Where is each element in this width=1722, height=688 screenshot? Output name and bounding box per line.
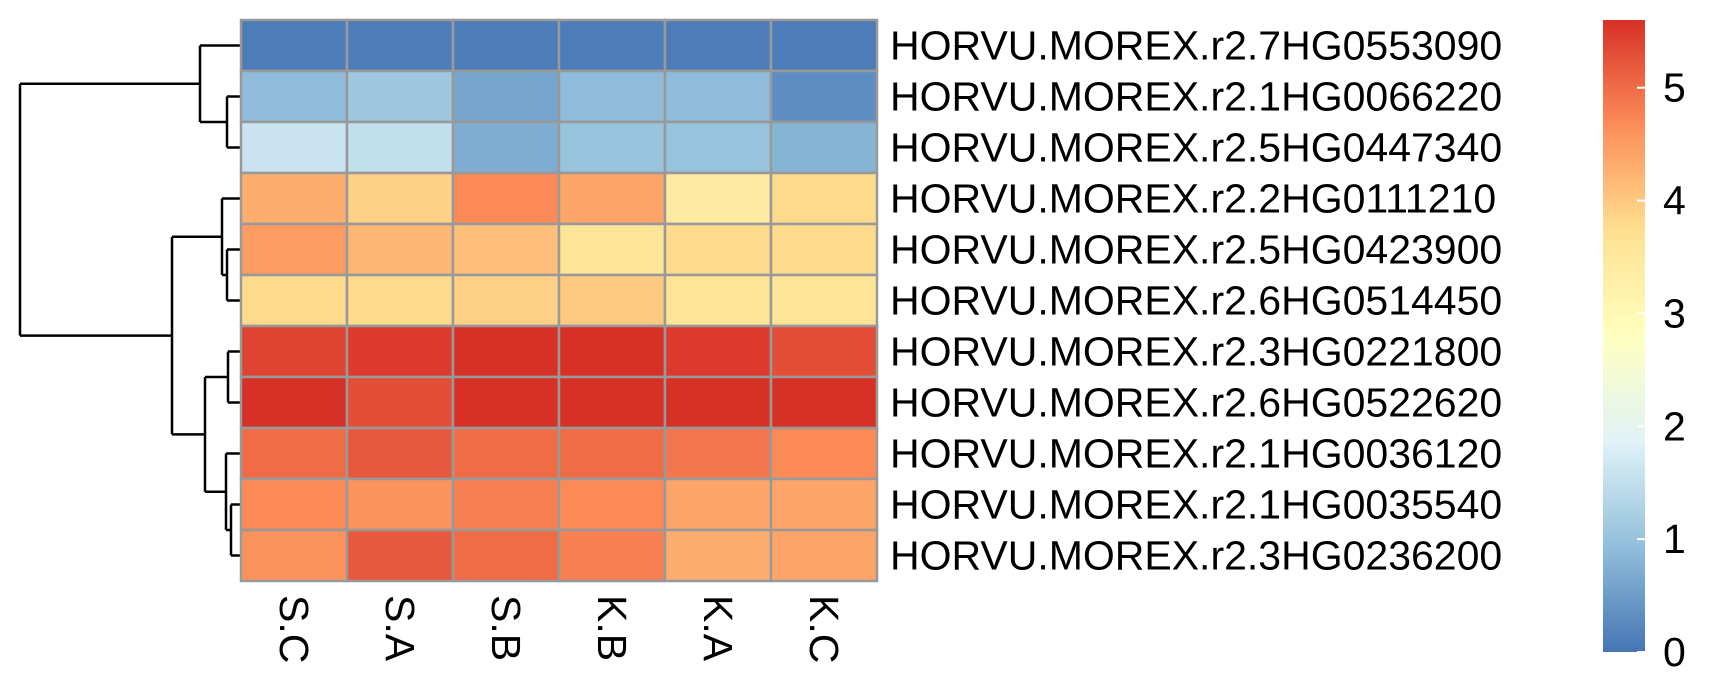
heatmap-cell (239, 426, 349, 481)
heatmap-cell (239, 120, 349, 175)
heatmap-cell (663, 69, 773, 124)
heatmap-cell (769, 375, 879, 430)
heatmap-cell (345, 69, 455, 124)
heatmap-cell (663, 273, 773, 328)
colorbar-tick-label: 2 (1663, 403, 1686, 449)
heatmap-cell (769, 324, 879, 379)
heatmap-cell (451, 69, 561, 124)
heatmap-cell (451, 120, 561, 175)
heatmap-cell (557, 120, 667, 175)
colorbar-tick-label: 4 (1663, 178, 1686, 224)
row-label: HORVU.MOREX.r2.3HG0236200 (890, 533, 1502, 579)
row-dendrogram (18, 44, 241, 557)
row-label: HORVU.MOREX.r2.5HG0447340 (890, 125, 1502, 171)
heatmap-cell (769, 69, 879, 124)
heatmap-cell (239, 528, 349, 583)
column-label: K.B (589, 595, 635, 661)
heatmap-cell (557, 375, 667, 430)
heatmap-cell (663, 222, 773, 277)
colorbar-tick-label: 1 (1663, 516, 1686, 562)
heatmap-cell (345, 18, 455, 73)
heatmap-cell (769, 528, 879, 583)
heatmap-cell (557, 477, 667, 532)
colorbar-gradient (1603, 20, 1645, 652)
row-label: HORVU.MOREX.r2.1HG0066220 (890, 74, 1502, 120)
heatmap-cell (769, 171, 879, 226)
heatmap-cell (451, 375, 561, 430)
heatmap-cell (769, 477, 879, 532)
row-label: HORVU.MOREX.r2.5HG0423900 (890, 227, 1502, 273)
heatmap-cell (239, 477, 349, 532)
heatmap-cell (239, 222, 349, 277)
row-labels: HORVU.MOREX.r2.7HG0553090 HORVU.MOREX.r2.… (890, 23, 1502, 579)
row-label: HORVU.MOREX.r2.3HG0221800 (890, 329, 1502, 375)
heatmap-cell (451, 477, 561, 532)
heatmap-cell (345, 375, 455, 430)
heatmap-cell (557, 171, 667, 226)
heatmap-cell (345, 528, 455, 583)
row-label: HORVU.MOREX.r2.2HG0111210 (890, 176, 1496, 222)
heatmap-cell (557, 528, 667, 583)
heatmap-cell (557, 426, 667, 481)
heatmap-cell (663, 477, 773, 532)
heatmap-cell (345, 273, 455, 328)
heatmap-cell (239, 324, 349, 379)
column-labels: S.C S.A S.B K.B K.A K.C (271, 595, 847, 663)
row-label: HORVU.MOREX.r2.6HG0514450 (890, 278, 1502, 324)
heatmap-cell (769, 426, 879, 481)
heatmap-cell (451, 273, 561, 328)
heatmap-cell (769, 222, 879, 277)
heatmap-cell (345, 171, 455, 226)
heatmap-cells (239, 18, 879, 583)
heatmap-cell (663, 528, 773, 583)
color-legend: 0 1 2 3 4 5 (1603, 20, 1686, 675)
row-label: HORVU.MOREX.r2.1HG0035540 (890, 482, 1502, 528)
heatmap-cell (345, 222, 455, 277)
heatmap-cell (345, 477, 455, 532)
row-label: HORVU.MOREX.r2.7HG0553090 (890, 23, 1502, 69)
heatmap-cell (239, 375, 349, 430)
heatmap-cell (345, 120, 455, 175)
row-label: HORVU.MOREX.r2.1HG0036120 (890, 431, 1502, 477)
colorbar-tick-label: 5 (1663, 65, 1686, 111)
heatmap-cell (345, 426, 455, 481)
heatmap-cell (451, 528, 561, 583)
column-label: S.B (483, 595, 529, 661)
heatmap-cell (557, 69, 667, 124)
heatmap-cell (663, 18, 773, 73)
heatmap-cell (557, 273, 667, 328)
heatmap-cell (663, 120, 773, 175)
colorbar-tick-label: 0 (1663, 629, 1686, 675)
heatmap-cell (451, 222, 561, 277)
heatmap-cell (451, 171, 561, 226)
heatmap-cell (239, 18, 349, 73)
heatmap-cell (557, 222, 667, 277)
heatmap-cell (769, 273, 879, 328)
heatmap-cell (239, 69, 349, 124)
column-label: K.A (695, 595, 741, 662)
heatmap-cell (345, 324, 455, 379)
heatmap-cell (663, 426, 773, 481)
row-label: HORVU.MOREX.r2.6HG0522620 (890, 380, 1502, 426)
heatmap-cell (239, 273, 349, 328)
column-label: S.C (271, 595, 317, 663)
heatmap-cell (769, 18, 879, 73)
heatmap-cell (557, 324, 667, 379)
column-label: S.A (377, 595, 423, 662)
heatmap-cell (663, 171, 773, 226)
heatmap-cell (451, 426, 561, 481)
heatmap-cell (663, 324, 773, 379)
heatmap-cell (451, 18, 561, 73)
column-label: K.C (801, 595, 847, 663)
heatmap-cell (663, 375, 773, 430)
colorbar-tick-label: 3 (1663, 290, 1686, 336)
heatmap-cell (239, 171, 349, 226)
heatmap-cell (769, 120, 879, 175)
heatmap-cell (451, 324, 561, 379)
heatmap-cell (557, 18, 667, 73)
